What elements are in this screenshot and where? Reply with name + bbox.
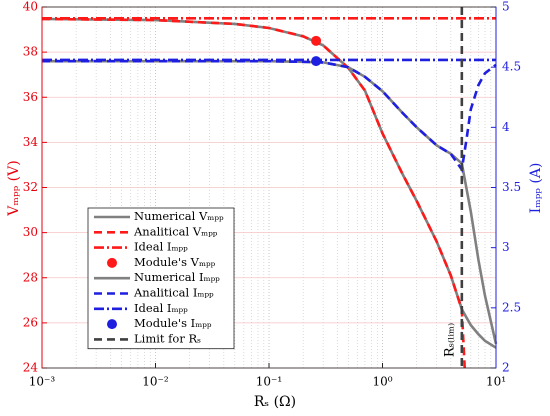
- y2-tick-label: 2: [502, 361, 510, 375]
- x-tick-label: 10⁻³: [29, 375, 56, 389]
- series-line: [42, 59, 497, 173]
- legend-label: Ideal Iₘₚₚ: [134, 301, 188, 315]
- marker: [311, 56, 322, 67]
- y2-tick-label: 3: [502, 240, 510, 254]
- y-tick-label: 40: [23, 0, 38, 14]
- y-tick-label: 30: [23, 225, 38, 239]
- y-tick-label: 24: [23, 361, 39, 375]
- x-tick-label: 10⁻¹: [256, 375, 282, 389]
- series-line: [41, 17, 466, 369]
- y-tick-label: 34: [23, 135, 39, 149]
- y-tick-label: 26: [23, 315, 38, 329]
- y2-tick-label: 4.5: [502, 60, 521, 74]
- y2-tick-label: 2.5: [502, 300, 521, 314]
- y2-tick-label: 3.5: [502, 180, 521, 194]
- y2-tick-label: 4: [502, 120, 510, 134]
- x-tick-label: 10¹: [486, 375, 506, 389]
- x-tick-label: 10⁻²: [142, 375, 169, 389]
- y2-tick-label: 5: [502, 0, 510, 14]
- legend-label: Analitical Vₘₚₚ: [133, 224, 218, 238]
- legend-label: Module's Vₘₚₚ: [134, 255, 216, 269]
- y-tick-label: 28: [23, 270, 38, 284]
- legend-label: Module's Iₘₚₚ: [134, 316, 212, 330]
- y2-axis-label: Iₘₚₚ (A): [528, 163, 544, 214]
- marker: [311, 35, 322, 46]
- y-axis-label: Vₘₚₚ (V): [6, 160, 22, 216]
- legend-label: Analitical Iₘₚₚ: [133, 286, 214, 300]
- legend-label: Numerical Vₘₚₚ: [134, 209, 224, 223]
- y-tick-label: 38: [23, 45, 38, 59]
- x-axis-label: Rₛ (Ω): [254, 394, 296, 410]
- legend-marker: [107, 319, 117, 330]
- legend-label: Numerical Iₘₚₚ: [134, 270, 220, 284]
- y-tick-label: 32: [23, 180, 38, 194]
- x-tick-label: 10⁰: [372, 375, 392, 389]
- legend-label: Ideal Iₘₚₚ: [134, 240, 188, 254]
- legend-label: Limit for Rₛ: [134, 331, 201, 345]
- y-tick-label: 36: [23, 90, 38, 104]
- legend-marker: [107, 257, 117, 268]
- limit-annotation: Rₛ₍ₗᵢₘ₎: [442, 323, 457, 357]
